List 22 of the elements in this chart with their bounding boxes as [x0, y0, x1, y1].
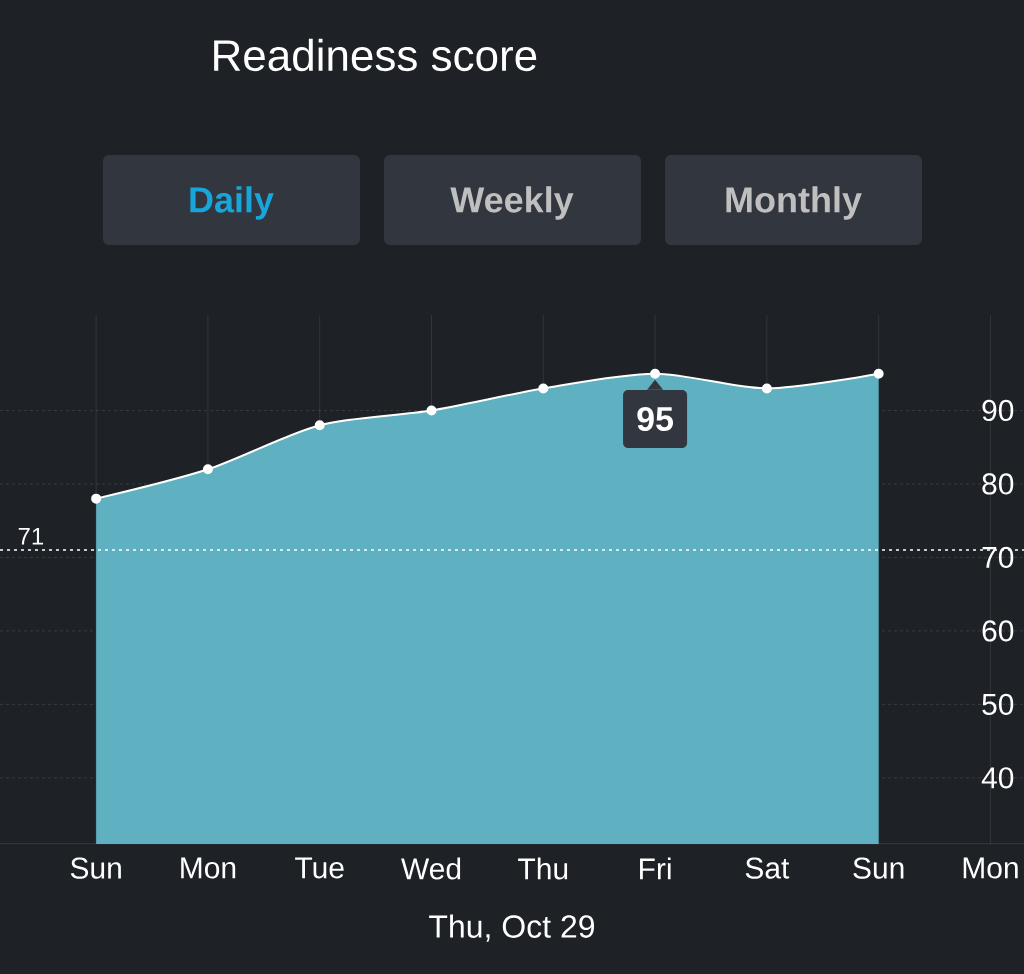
ref-line-label: 71 [18, 528, 44, 545]
x-axis-title: Thu, Oct 29 [429, 914, 595, 942]
text: Weekly [450, 186, 574, 220]
y-tick-label: 40 [981, 767, 1014, 789]
y-tick-label: 50 [982, 693, 1014, 715]
y-tick-label: 70 [982, 546, 1014, 569]
y-tick-label: 60 [982, 620, 1014, 642]
x-tick-label: Fri [640, 857, 671, 880]
annotation: 95 [637, 406, 674, 431]
x-tick-label: Wed [401, 857, 461, 880]
x-tick-label: Mon [963, 857, 1018, 879]
x-tick-label: Sun [853, 857, 904, 879]
x-tick-label: Tue [295, 857, 344, 879]
y-tick-label: 80 [982, 473, 1014, 495]
x-tick-label: Sun [70, 857, 121, 879]
x-tick-label: Thu [518, 857, 568, 880]
chart-title: Readiness score [214, 38, 537, 72]
text: Daily [190, 186, 274, 220]
x-tick-label: Sat [745, 857, 790, 879]
y-tick-label: 90 [982, 399, 1014, 422]
x-tick-label: Mon [181, 857, 236, 879]
text: Monthly [726, 186, 862, 220]
